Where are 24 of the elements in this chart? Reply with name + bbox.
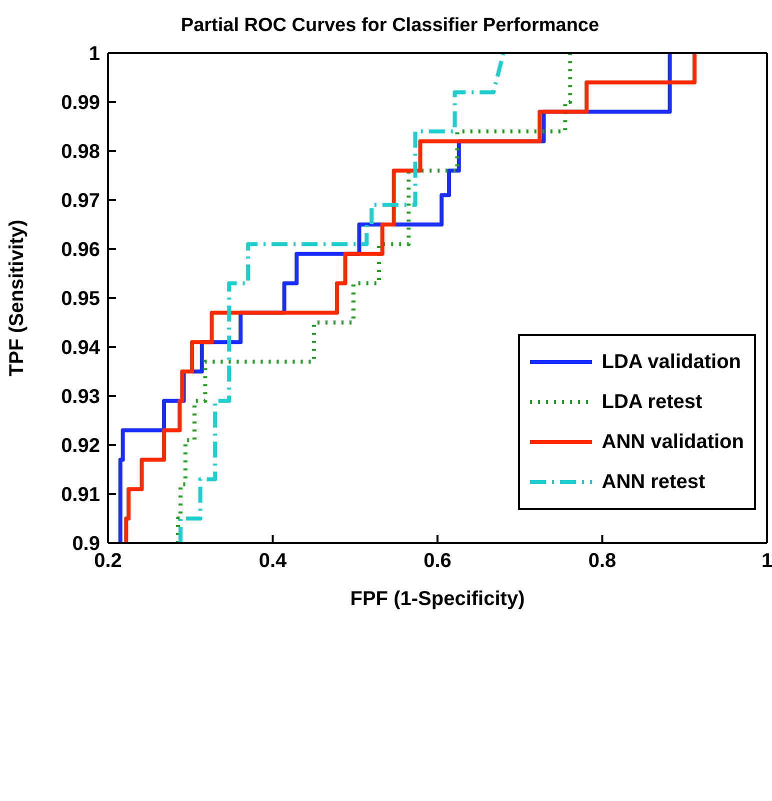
y-tick-label: 0.95 — [61, 288, 100, 310]
line-series — [176, 53, 572, 543]
chart-title: Partial ROC Curves for Classifier Performance — [180, 14, 600, 38]
y-axis-title: TPF (Sensitivity) — [6, 220, 28, 376]
y-tick-label: 0.91 — [61, 484, 100, 506]
legend-label: LDA validation — [602, 350, 742, 374]
y-tick-label: 0.98 — [61, 141, 100, 164]
legend-label: LDA retest — [602, 390, 702, 414]
y-tick-label: 0.93 — [61, 386, 100, 408]
legend-label: ANN retest — [602, 470, 706, 494]
line-series — [178, 53, 506, 543]
x-tick-label: 1 — [761, 550, 772, 572]
legend-label: ANN validation — [602, 430, 744, 454]
x-tick-label: 0.2 — [94, 550, 122, 572]
x-tick-label: 0.6 — [424, 550, 452, 572]
y-tick-label: 1 — [88, 43, 100, 66]
y-tick-label: 0.94 — [61, 337, 101, 360]
y-tick-label: 0.96 — [61, 239, 100, 262]
y-tick-label: 0.92 — [61, 435, 100, 458]
x-tick-label: 0.8 — [588, 550, 616, 572]
x-tick-label: 0.4 — [258, 550, 288, 572]
x-axis-title: FPF (1-Specificity) — [350, 588, 525, 610]
y-tick-label: 0.99 — [61, 92, 100, 114]
y-tick-label: 0.97 — [61, 190, 100, 212]
